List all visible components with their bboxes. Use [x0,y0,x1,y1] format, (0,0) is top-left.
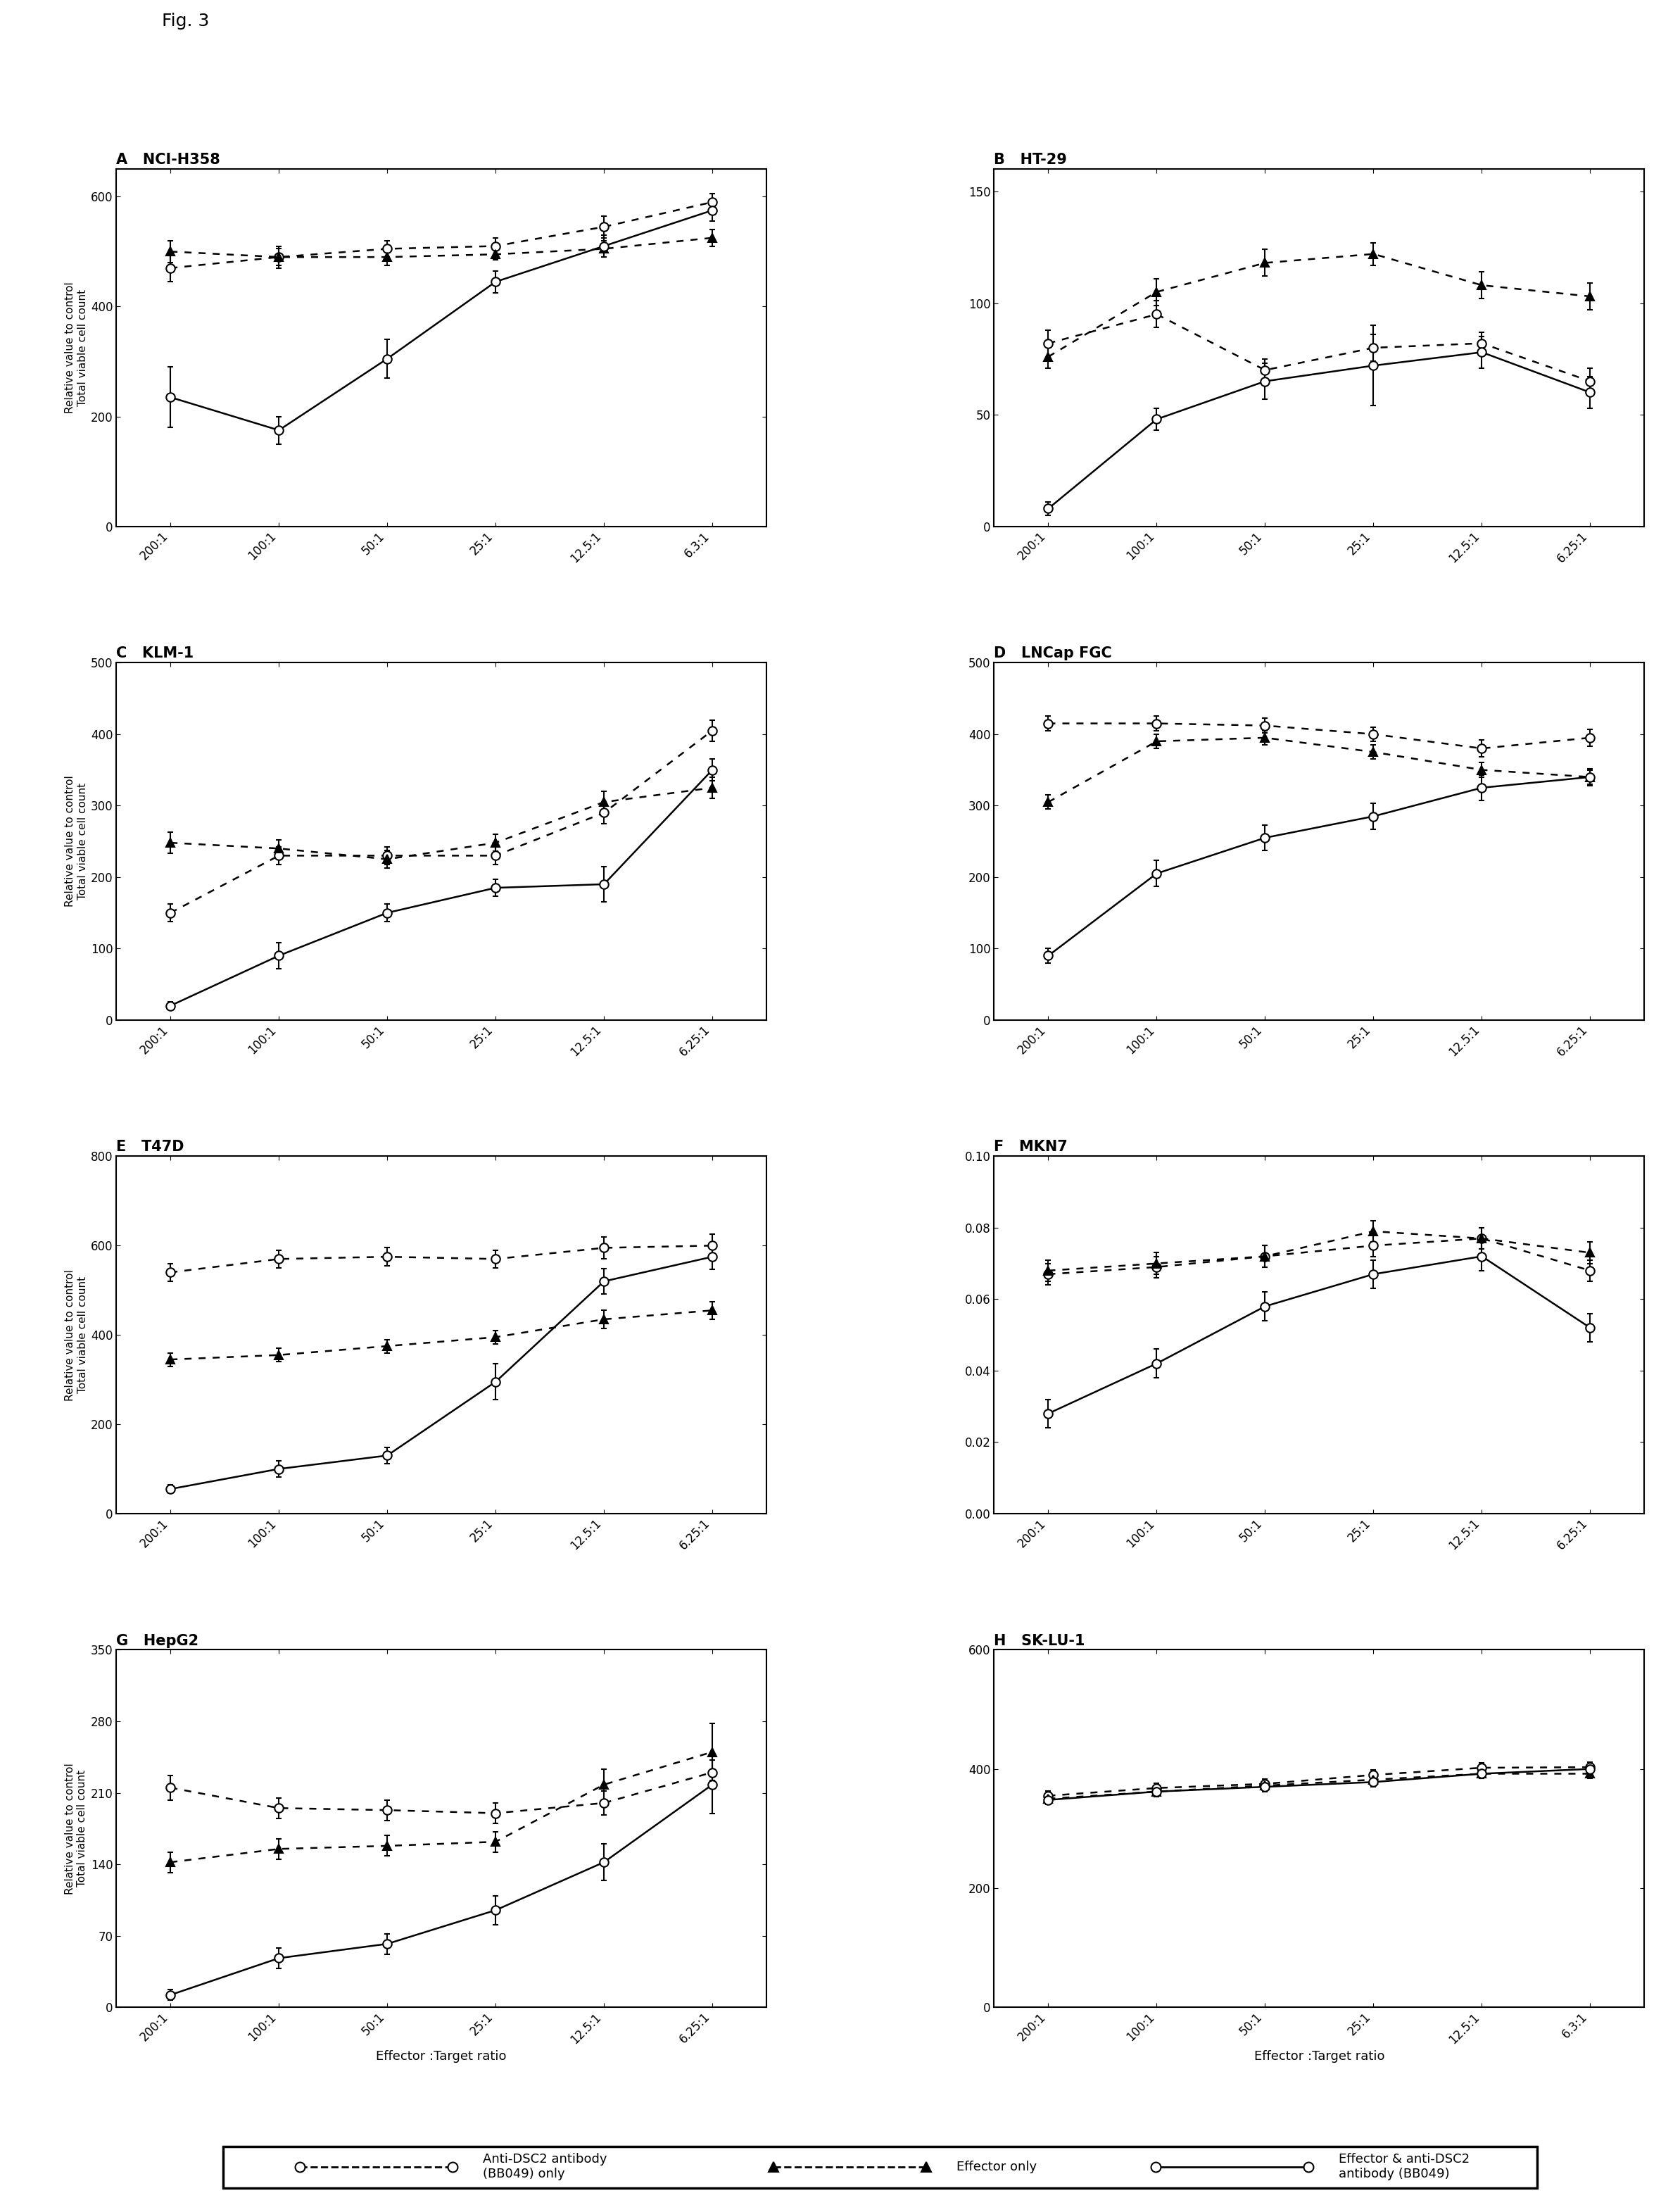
Y-axis label: Relative value to control
Total viable cell count: Relative value to control Total viable c… [65,1270,88,1400]
Text: G   HepG2: G HepG2 [116,1635,199,1648]
Text: D   LNCap FGC: D LNCap FGC [995,646,1113,661]
Text: Effector & anti-DSC2
antibody (BB049): Effector & anti-DSC2 antibody (BB049) [1339,2152,1470,2181]
Y-axis label: Relative value to control
Total viable cell count: Relative value to control Total viable c… [65,1763,88,1893]
Text: F   MKN7: F MKN7 [995,1139,1068,1155]
Y-axis label: Relative value to control
Total viable cell count: Relative value to control Total viable c… [65,776,88,907]
X-axis label: Effector :Target ratio: Effector :Target ratio [375,2051,507,2064]
X-axis label: Effector :Target ratio: Effector :Target ratio [1254,2051,1385,2064]
Text: Effector only: Effector only [957,2161,1036,2172]
Text: H   SK-LU-1: H SK-LU-1 [995,1635,1085,1648]
Text: A   NCI-H358: A NCI-H358 [116,153,221,168]
Text: B   HT-29: B HT-29 [995,153,1068,168]
Text: C   KLM-1: C KLM-1 [116,646,194,661]
Text: Anti-DSC2 antibody
(BB049) only: Anti-DSC2 antibody (BB049) only [483,2152,608,2181]
Y-axis label: Relative value to control
Total viable cell count: Relative value to control Total viable c… [65,281,88,414]
Text: E   T47D: E T47D [116,1139,184,1155]
Text: Fig. 3: Fig. 3 [163,13,209,29]
FancyBboxPatch shape [223,2146,1538,2188]
